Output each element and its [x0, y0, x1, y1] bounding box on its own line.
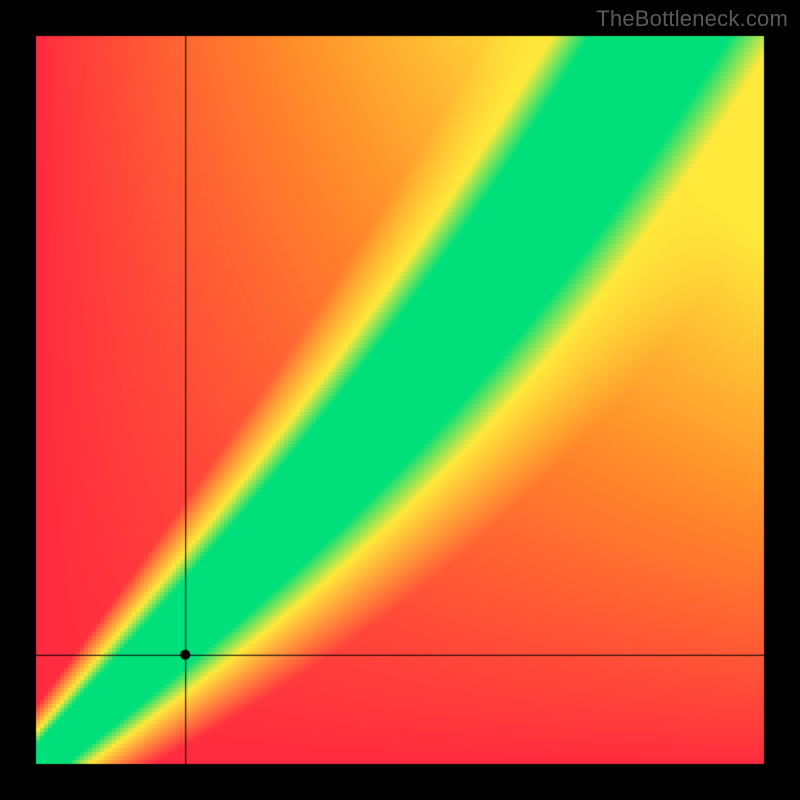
watermark-text: TheBottleneck.com	[596, 6, 788, 32]
chart-container: TheBottleneck.com	[0, 0, 800, 800]
heatmap-canvas	[0, 0, 800, 800]
